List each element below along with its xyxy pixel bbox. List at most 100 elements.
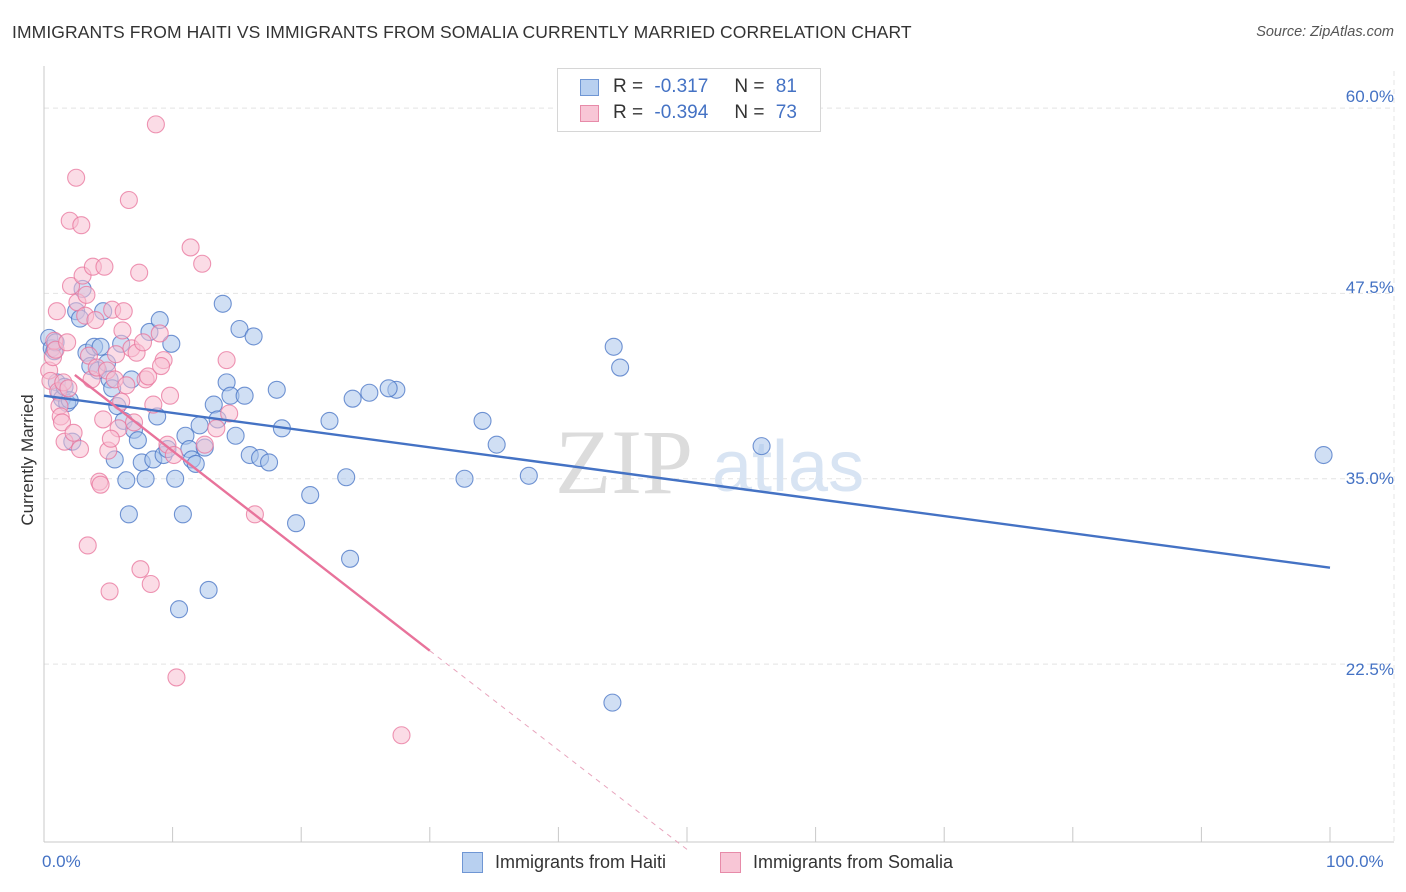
data-point [169,600,189,619]
data-point [86,311,105,330]
series-swatch-haiti [462,852,483,873]
data-point [139,367,158,386]
data-point [119,190,138,210]
legend-r-value: -0.317 [654,76,709,97]
data-point [1314,445,1333,465]
data-point [151,357,171,376]
data-point [167,668,186,687]
data-point [341,549,360,568]
data-point [487,435,506,454]
y-tick-label: 47.5% [1345,278,1394,297]
gridlines [44,71,1395,842]
series-legend-haiti: Immigrants from Haiti [462,852,666,873]
data-point [146,115,165,134]
data-point [220,404,239,423]
series-legend-somalia: Immigrants from Somalia [720,852,953,873]
data-point [52,413,72,432]
data-point [235,386,254,405]
axes [43,66,1394,843]
watermark-atlas: atlas [712,427,864,507]
data-point [301,485,320,505]
data-point [195,435,214,454]
y-tick-label: 60.0% [1345,87,1394,106]
data-point [611,358,630,377]
data-point [95,257,114,276]
data-point [173,505,192,524]
chart-source: Source: ZipAtlas.com [1256,24,1394,40]
data-point [131,560,150,579]
data-point [47,302,66,321]
legend-swatch-haiti [580,78,599,96]
data-point [164,445,183,465]
data-point [72,216,91,235]
data-point [117,376,136,395]
legend-r-value: -0.394 [654,102,709,123]
data-point [473,411,492,430]
data-point [106,345,126,364]
y-tick-label: 22.5% [1345,660,1394,679]
data-point [213,294,232,313]
data-point [100,582,119,601]
data-point [603,693,622,712]
data-point [70,440,90,459]
data-point [392,726,411,745]
x-tick-label-left: 0.0% [42,852,81,871]
data-point [64,423,83,442]
data-point [59,379,78,398]
somalia-trend-extension [429,650,688,850]
data-point [267,380,286,399]
data-point [207,419,226,438]
data-point [193,254,212,273]
legend-n-value: 81 [775,76,797,97]
data-point [190,416,209,435]
data-point [320,411,339,430]
watermark: ZIP atlas [555,411,864,513]
data-point [141,574,160,594]
data-point [160,386,180,405]
data-point [519,466,538,485]
legend-n-label: N = [734,102,765,123]
data-point [244,327,263,346]
data-point [343,389,362,408]
data-point [119,505,138,524]
data-point [230,319,249,339]
data-point [360,383,379,402]
series-name-somalia: Immigrants from Somalia [753,852,954,872]
data-point [604,337,623,356]
y-axis-label: Currently Married [18,394,37,526]
somalia-trend-line [74,374,431,652]
legend-n-label: N = [734,76,765,97]
x-tick-label-right: 100.0% [1326,852,1384,871]
data-point [133,333,153,352]
data-point [101,429,120,448]
data-point [752,437,771,456]
data-point [114,302,133,321]
legend-r-label: R = [613,102,644,123]
data-point [199,580,218,599]
data-point [58,333,77,352]
data-point [379,379,398,398]
legend-r-label: R = [613,76,644,97]
data-point [128,431,147,450]
y-tick-label: 35.0% [1345,469,1394,488]
legend-row-haiti: R = -0.317 N = 81 [580,74,797,100]
data-point [166,469,185,488]
data-point [287,514,306,533]
data-point [204,395,223,414]
data-point [226,426,245,445]
data-point [113,321,132,340]
series-name-haiti: Immigrants from Haiti [495,852,667,872]
data-point [259,453,279,472]
data-point [91,475,110,494]
data-point [181,238,200,257]
legend-swatch-somalia [580,104,599,122]
watermark-zip: ZIP [555,411,693,513]
data-point [130,263,149,282]
data-point [136,469,155,488]
data-point [186,454,205,473]
data-point [162,334,181,353]
data-point [78,536,97,555]
chart-title: IMMIGRANTS FROM HAITI VS IMMIGRANTS FROM… [12,22,912,42]
data-point [67,168,86,187]
data-point [150,324,169,343]
